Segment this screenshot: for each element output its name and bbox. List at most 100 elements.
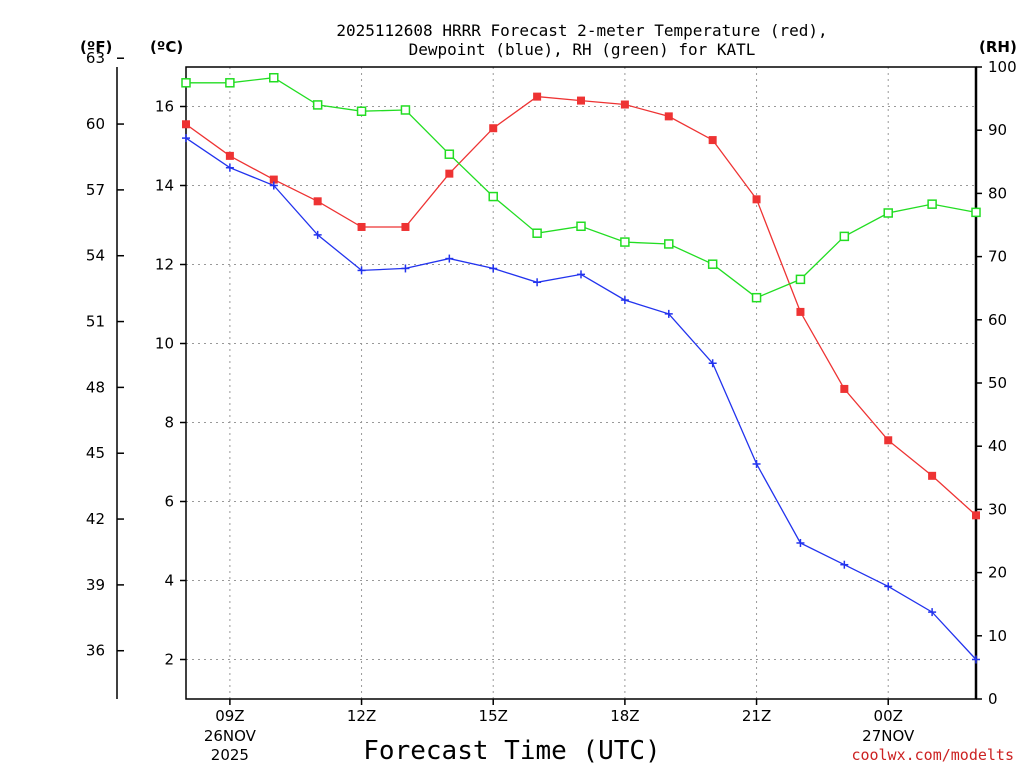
temperature-point [577,96,585,105]
plot-frame [185,66,977,700]
rh-tick-label: 40 [988,437,1007,455]
time-tick-date: 27NOV [862,727,915,745]
rh-point [883,208,893,218]
rh-point [356,106,367,116]
series-temperature [182,92,980,520]
dewpoint-point [445,254,454,263]
dewpoint-point [928,608,937,617]
rh-point [312,100,323,110]
rh-point [269,72,279,83]
rh-point [532,228,542,238]
temperature-point [752,195,761,204]
time-tick-label: 18Z [610,707,639,725]
rh-tick-label: 0 [988,690,998,708]
dewpoint-point [269,181,278,190]
temperature-point [533,92,542,101]
dewpoint-point [313,230,322,239]
series-dewpoint [182,134,980,664]
fahrenheit-tick-label: 48 [86,378,105,396]
celsius-tick-label: 10 [155,335,174,353]
fahrenheit-tick-label: 39 [86,576,105,594]
rh-point [576,221,586,232]
rh-point [751,292,762,303]
celsius-tick-label: 4 [164,572,174,590]
dewpoint-point [357,266,366,275]
rh-tick-label: 10 [988,627,1007,645]
chart-title-line-2: Dewpoint (blue), RH (green) for KATL [409,40,756,59]
celsius-tick-label: 12 [155,256,174,274]
celsius-tick-label: 2 [164,651,174,669]
temperature-point [269,175,278,184]
series-layer [181,72,981,664]
fahrenheit-tick-label: 57 [86,181,105,199]
fahrenheit-tick-label: 51 [86,313,105,331]
rh-point [488,191,498,202]
rh-point [839,231,850,242]
x-axis-label: Forecast Time (UTC) [363,736,660,766]
series-line-rh [186,77,977,299]
celsius-tick-label: 14 [155,177,174,195]
dewpoint-point [182,134,190,143]
fahrenheit-tick-label: 36 [86,642,105,660]
temperature-point [796,307,805,316]
rh-tick-label: 20 [988,564,1007,582]
temperature-point [972,511,980,520]
dewpoint-point [752,459,761,468]
celsius-tick-label: 8 [164,414,174,432]
rh-tick-label: 60 [988,311,1007,329]
rh-point [664,239,674,249]
time-tick-label: 09Z [215,707,244,725]
fahrenheit-tick-label: 60 [86,115,105,133]
rh-point [444,149,455,159]
time-tick-label: 21Z [742,707,771,725]
temperature-point [401,222,410,231]
time-tick-label: 15Z [479,707,508,725]
rh-tick-label: 50 [988,374,1007,392]
temperature-point [928,471,937,480]
dewpoint-point [577,270,585,279]
series-line-temperature [185,95,977,516]
rh-point [181,78,191,88]
fahrenheit-tick-label: 42 [86,510,105,528]
temperature-point [182,120,190,129]
temperature-point [884,436,893,445]
rh-point [795,274,806,285]
time-tick-label: 12Z [347,707,376,725]
temperature-point [664,112,673,121]
rh-tick-label: 100 [988,58,1017,76]
celsius-axis: 16 14 12 10 8 6 4 2 [155,98,186,669]
rh-tick-label: 80 [988,184,1007,202]
gridlines [186,67,976,699]
dewpoint-point [533,278,542,287]
fahrenheit-axis: 63 60 57 54 51 48 45 42 39 36 [86,49,124,660]
time-tick-date: 26NOV [204,727,257,745]
rh-point [927,199,937,209]
rh-point [225,78,235,88]
time-tick-label: 00Z [874,707,903,725]
temperature-point [225,151,234,160]
temperature-point [313,197,322,206]
rh-tick-label: 90 [988,121,1007,139]
rh-unit-label: (RH) [979,38,1017,56]
celsius-tick-label: 16 [155,98,174,116]
series-line-dewpoint [185,137,977,660]
fahrenheit-unit-label: (ºF) [80,38,112,56]
celsius-tick-label: 6 [164,493,174,511]
dewpoint-point [489,264,498,273]
rh-tick-label: 30 [988,500,1007,518]
temperature-point [620,100,629,109]
dewpoint-point [796,538,805,547]
rh-point [707,259,718,269]
dewpoint-point [840,560,849,569]
temperature-point [708,136,717,145]
celsius-unit-label: (ºC) [150,38,183,56]
temperature-point [840,384,849,393]
fahrenheit-tick-label: 45 [86,444,105,462]
dewpoint-point [664,309,673,318]
time-tick-year: 2025 [211,746,249,764]
fahrenheit-tick-label: 54 [86,247,105,265]
rh-point [400,105,411,115]
